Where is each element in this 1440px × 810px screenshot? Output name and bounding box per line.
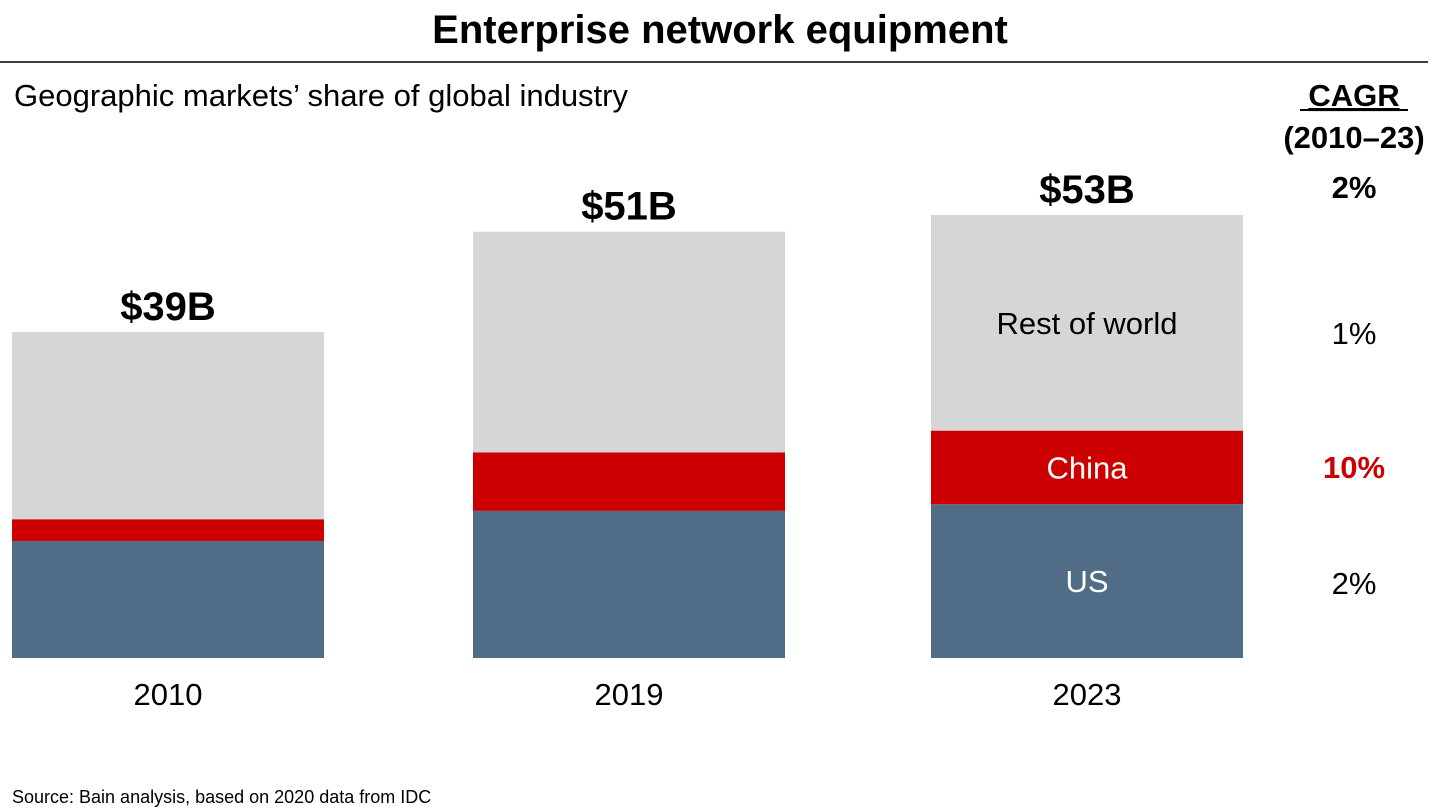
cagr-header: CAGR [1308,78,1399,113]
bar-segment-us-2010 [12,540,324,658]
segment-label-rest-of-world: Rest of world [997,306,1178,341]
bar-segment-us-2023 [931,504,1243,658]
x-tick-label-2019: 2019 [595,677,664,712]
bar-segment-us-2019 [473,510,785,658]
cagr-total: 2% [1332,170,1377,205]
segment-label-us: US [1065,564,1108,599]
cagr-china: 10% [1323,450,1385,485]
total-label-2010: $39B [120,285,216,329]
x-tick-label-2010: 2010 [134,677,203,712]
cagr-period: (2010–23) [1283,120,1424,155]
chart-subtitle: Geographic markets’ share of global indu… [14,78,628,113]
bar-segment-rest-of-world-2010 [12,332,324,520]
cagr-us: 2% [1332,566,1377,601]
source-note: Source: Bain analysis, based on 2020 dat… [12,787,431,807]
bar-segment-china-2019 [473,452,785,511]
chart-title: Enterprise network equipment [432,8,1008,52]
total-label-2023: $53B [1039,168,1135,212]
bar-segment-china-2010 [12,519,324,541]
x-tick-label-2023: 2023 [1053,677,1122,712]
total-label-2019: $51B [581,185,677,229]
bar-segment-china-2023 [931,430,1243,505]
segment-label-china: China [1047,450,1129,485]
bar-segment-rest-of-world-2023 [931,214,1243,431]
bar-segment-rest-of-world-2019 [473,231,785,453]
cagr-rest-of-world: 1% [1332,316,1377,351]
